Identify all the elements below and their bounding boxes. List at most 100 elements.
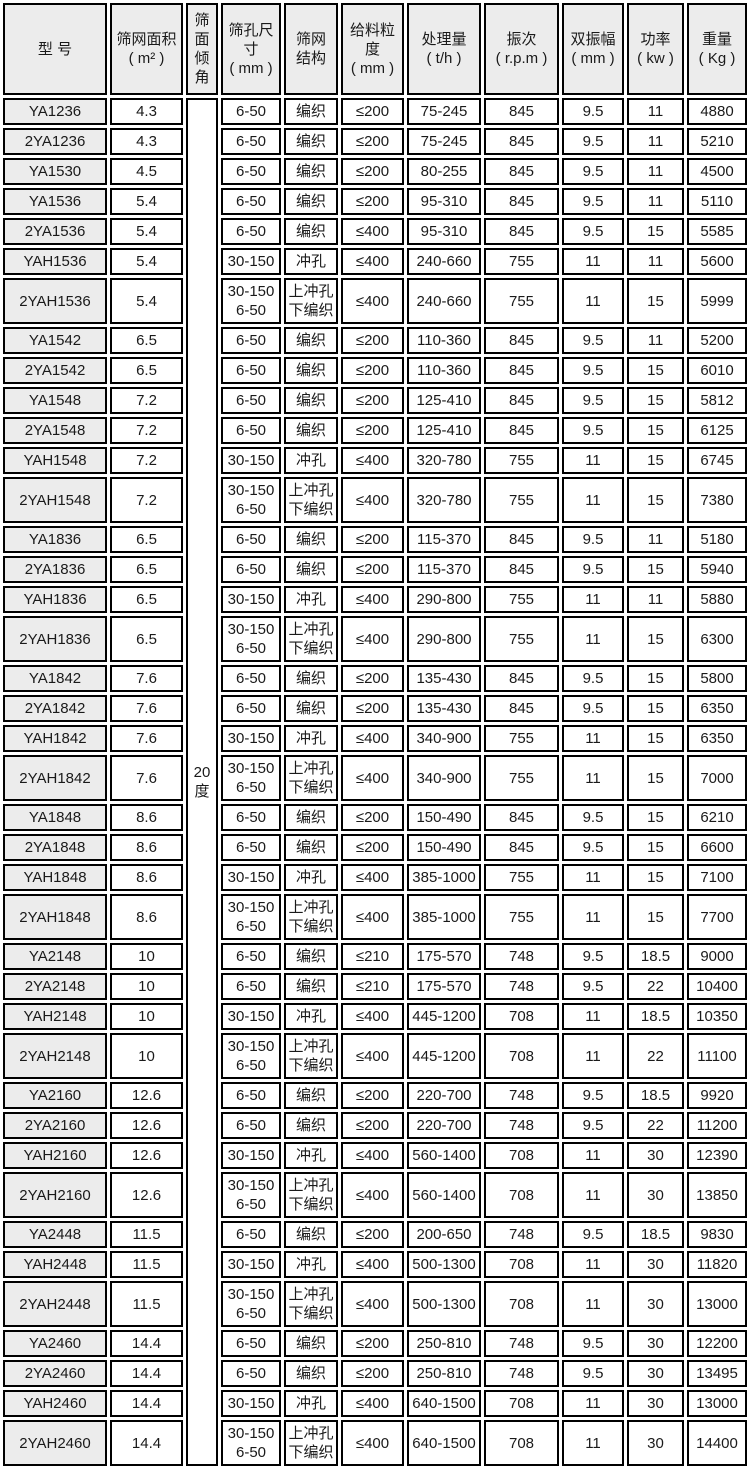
area-cell: 11.5 [110,1221,183,1248]
amplitude-cell: 11 [562,1251,624,1278]
capacity-cell: 560-1400 [407,1142,481,1169]
hole-size-cell: 30-150 6-50 [221,477,281,523]
frequency-cell: 708 [484,1003,559,1030]
mesh-structure-cell: 冲孔 [284,1003,338,1030]
hole-size-cell: 30-150 [221,1251,281,1278]
power-cell: 15 [627,665,684,692]
mesh-structure-cell: 编织 [284,327,338,354]
amplitude-cell: 11 [562,1390,624,1417]
frequency-cell: 748 [484,1082,559,1109]
hole-size-cell: 30-150 6-50 [221,1420,281,1466]
mesh-structure-cell: 编织 [284,218,338,245]
weight-cell: 5999 [687,278,747,324]
weight-cell: 6010 [687,357,747,384]
area-cell: 8.6 [110,804,183,831]
incline-merged-cell: 20 度 [186,98,218,1466]
model-cell: YA2448 [3,1221,107,1248]
table-row: YA1236 4.3 20 度 6-50 编织 ≤200 75-245 845 9… [3,98,747,1466]
area-cell: 6.5 [110,616,183,662]
feed-size-cell: ≤400 [341,1390,404,1417]
model-cell: 2YAH2160 [3,1172,107,1218]
frequency-cell: 755 [484,616,559,662]
table-row: 2YAH2460 14.4 30-150 6-50 上冲孔 下编织 ≤400 6… [3,1420,747,1466]
amplitude-cell: 11 [562,248,624,275]
frequency-cell: 755 [484,586,559,613]
model-cell: 2YAH1836 [3,616,107,662]
model-cell: 2YAH2148 [3,1033,107,1079]
model-cell: 2YA1542 [3,357,107,384]
hole-size-cell: 6-50 [221,695,281,722]
power-cell: 11 [627,248,684,275]
table-row: 2YAH2160 12.6 30-150 6-50 上冲孔 下编织 ≤400 5… [3,1172,747,1218]
weight-cell: 13000 [687,1281,747,1327]
hole-size-cell: 30-150 6-50 [221,894,281,940]
feed-size-cell: ≤200 [341,387,404,414]
amplitude-cell: 9.5 [562,1330,624,1357]
hole-size-cell: 6-50 [221,556,281,583]
capacity-cell: 75-245 [407,128,481,155]
weight-cell: 13495 [687,1360,747,1387]
mesh-structure-cell: 冲孔 [284,864,338,891]
capacity-cell: 445-1200 [407,1033,481,1079]
mesh-structure-cell: 编织 [284,188,338,215]
feed-size-cell: ≤400 [341,1003,404,1030]
hole-size-cell: 6-50 [221,526,281,553]
capacity-cell: 110-360 [407,357,481,384]
area-cell: 6.5 [110,357,183,384]
table-row: 2YA2460 14.4 6-50 编织 ≤200 250-810 748 9.… [3,1360,747,1387]
feed-size-cell: ≤200 [341,98,404,125]
area-cell: 7.6 [110,695,183,722]
model-cell: YA1842 [3,665,107,692]
capacity-cell: 175-570 [407,943,481,970]
area-cell: 10 [110,973,183,1000]
weight-cell: 6600 [687,834,747,861]
power-cell: 11 [627,586,684,613]
hole-size-cell: 6-50 [221,804,281,831]
area-cell: 8.6 [110,894,183,940]
frequency-cell: 755 [484,755,559,801]
frequency-cell: 755 [484,447,559,474]
frequency-cell: 748 [484,1360,559,1387]
area-cell: 5.4 [110,248,183,275]
area-cell: 8.6 [110,834,183,861]
power-cell: 11 [627,98,684,125]
mesh-structure-cell: 冲孔 [284,1251,338,1278]
amplitude-cell: 9.5 [562,695,624,722]
mesh-structure-cell: 编织 [284,1221,338,1248]
table-row: YA1836 6.5 6-50 编织 ≤200 115-370 845 9.5 … [3,526,747,553]
feed-size-cell: ≤200 [341,128,404,155]
amplitude-cell: 11 [562,278,624,324]
header-capacity: 处理量 ( t/h ) [407,3,481,95]
weight-cell: 4880 [687,98,747,125]
feed-size-cell: ≤400 [341,616,404,662]
power-cell: 30 [627,1330,684,1357]
model-cell: 2YA2160 [3,1112,107,1139]
header-model: 型 号 [3,3,107,95]
feed-size-cell: ≤400 [341,1251,404,1278]
weight-cell: 11200 [687,1112,747,1139]
table-row: 2YAH1536 5.4 30-150 6-50 上冲孔 下编织 ≤400 24… [3,278,747,324]
weight-cell: 5180 [687,526,747,553]
area-cell: 6.5 [110,327,183,354]
table-row: 2YA1842 7.6 6-50 编织 ≤200 135-430 845 9.5… [3,695,747,722]
feed-size-cell: ≤200 [341,158,404,185]
mesh-structure-cell: 冲孔 [284,586,338,613]
amplitude-cell: 9.5 [562,1112,624,1139]
hole-size-cell: 6-50 [221,357,281,384]
amplitude-cell: 9.5 [562,98,624,125]
hole-size-cell: 30-150 6-50 [221,755,281,801]
amplitude-cell: 9.5 [562,327,624,354]
model-cell: 2YA1536 [3,218,107,245]
area-cell: 10 [110,1033,183,1079]
power-cell: 11 [627,158,684,185]
capacity-cell: 385-1000 [407,894,481,940]
weight-cell: 9830 [687,1221,747,1248]
weight-cell: 11100 [687,1033,747,1079]
capacity-cell: 250-810 [407,1330,481,1357]
feed-size-cell: ≤210 [341,973,404,1000]
capacity-cell: 340-900 [407,755,481,801]
power-cell: 15 [627,804,684,831]
amplitude-cell: 11 [562,1142,624,1169]
model-cell: 2YAH1842 [3,755,107,801]
